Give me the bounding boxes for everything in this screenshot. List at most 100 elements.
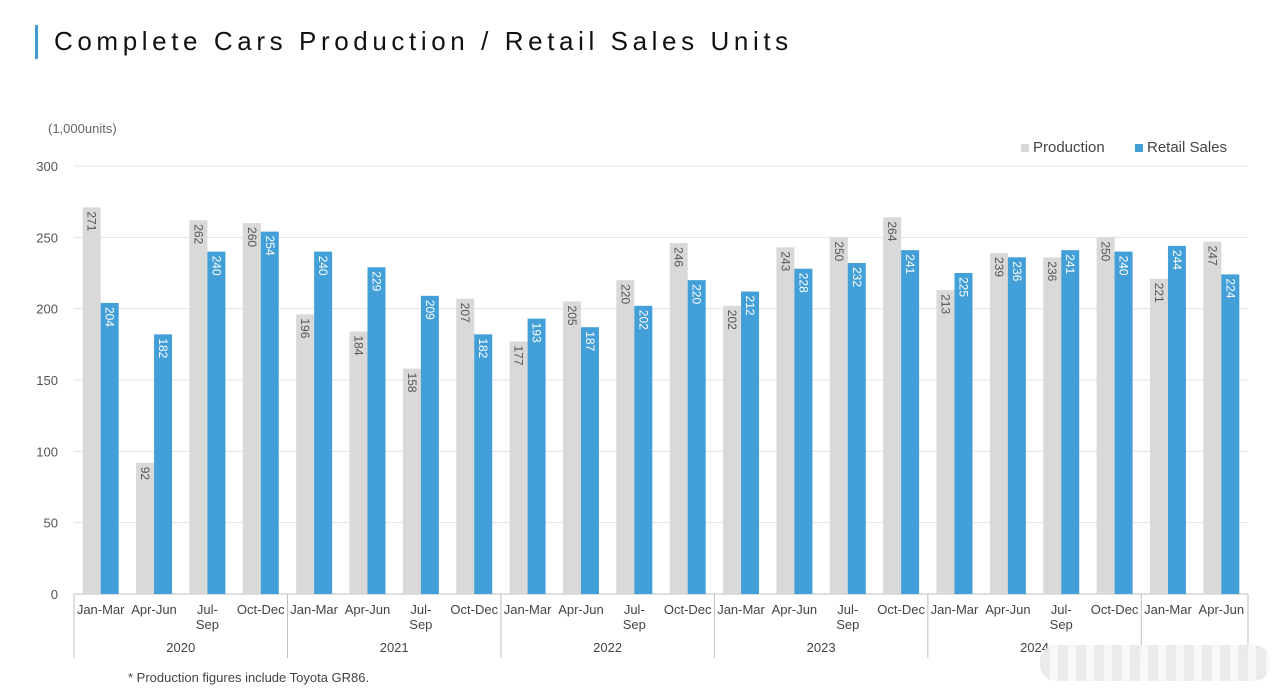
production-bar [242, 223, 261, 595]
production-value-label: 92 [138, 467, 152, 481]
production-value-label: 250 [1099, 241, 1113, 261]
x-tick-label: Oct-Dec [237, 602, 285, 617]
x-tick-label: Jul- [1051, 602, 1072, 617]
retail-sales-value-label: 241 [903, 254, 917, 274]
retail-sales-bar [100, 302, 119, 594]
retail-sales-value-label: 254 [263, 236, 277, 256]
y-tick-label: 150 [36, 373, 58, 388]
x-tick-label: Jan-Mar [77, 602, 125, 617]
x-tick-label: Jan-Mar [1144, 602, 1192, 617]
production-bar [562, 301, 581, 594]
production-value-label: 264 [885, 221, 899, 241]
retail-sales-value-label: 240 [1117, 256, 1131, 276]
production-bar [829, 237, 848, 595]
production-bar [82, 207, 101, 594]
retail-sales-bar [1061, 250, 1080, 594]
production-bar [616, 280, 635, 594]
retail-sales-bar [954, 273, 973, 594]
production-bar [509, 341, 528, 594]
retail-sales-value-label: 232 [850, 267, 864, 287]
legend-retail-sales: Retail Sales [1135, 139, 1227, 156]
retail-sales-value-label: 212 [743, 296, 757, 316]
unit-label: (1,000units) [48, 121, 117, 136]
legend-retail-sales-swatch [1135, 143, 1143, 152]
production-bar [669, 243, 688, 595]
production-value-label: 239 [992, 257, 1006, 277]
retail-sales-bar [634, 305, 653, 594]
retail-sales-bar [1221, 274, 1240, 594]
production-bar [349, 331, 368, 594]
retail-sales-value-label: 228 [796, 273, 810, 293]
production-bar [989, 253, 1008, 594]
x-tick-label: Jan-Mar [717, 602, 765, 617]
x-tick-label: Jan-Mar [504, 602, 552, 617]
production-bar [1043, 257, 1062, 594]
production-bar [189, 220, 208, 595]
production-bar [1149, 278, 1168, 594]
retail-sales-bar [207, 251, 226, 594]
production-value-label: 220 [618, 284, 632, 304]
retail-sales-bar [367, 267, 386, 594]
watermark-overlay [1040, 645, 1270, 681]
production-bar [296, 314, 315, 594]
retail-sales-value-label: 182 [156, 338, 170, 358]
x-tick-label: Apr-Jun [985, 602, 1031, 617]
production-bar [1096, 237, 1115, 595]
retail-sales-bar [314, 251, 333, 594]
production-bar [1203, 241, 1222, 594]
retail-sales-bar [741, 291, 760, 594]
retail-sales-value-label: 193 [530, 323, 544, 343]
title-accent-bar [35, 25, 38, 59]
production-value-label: 250 [832, 241, 846, 261]
production-value-label: 271 [85, 211, 99, 231]
production-value-label: 196 [298, 318, 312, 338]
retail-sales-value-label: 240 [316, 256, 330, 276]
production-bar [456, 298, 475, 594]
x-tick-label: Oct-Dec [1091, 602, 1139, 617]
retail-sales-bar [847, 263, 866, 594]
x-tick-label: Jul- [837, 602, 858, 617]
production-value-label: 205 [565, 306, 579, 326]
retail-sales-bar [687, 280, 706, 594]
retail-sales-bar [1114, 251, 1133, 594]
chart-title: Complete Cars Production / Retail Sales … [54, 26, 793, 56]
retail-sales-value-label: 182 [476, 338, 490, 358]
production-value-label: 236 [1045, 261, 1059, 281]
production-value-label: 184 [352, 335, 366, 355]
x-tick-label: Oct-Dec [450, 602, 498, 617]
x-tick-label: Sep [836, 617, 859, 632]
x-tick-label: Sep [1050, 617, 1073, 632]
year-label: 2022 [593, 640, 622, 655]
retail-sales-bar [580, 327, 599, 594]
legend-production: Production [1021, 139, 1105, 156]
x-tick-label: Oct-Dec [877, 602, 925, 617]
x-tick-label: Sep [409, 617, 432, 632]
production-bar [883, 217, 902, 595]
x-tick-label: Apr-Jun [558, 602, 604, 617]
production-value-label: 177 [512, 345, 526, 365]
x-tick-label: Sep [196, 617, 219, 632]
production-value-label: 243 [778, 251, 792, 271]
year-label: 2020 [166, 640, 195, 655]
x-tick-label: Apr-Jun [345, 602, 391, 617]
retail-sales-value-label: 244 [1170, 250, 1184, 270]
y-tick-label: 300 [36, 159, 58, 174]
production-value-label: 247 [1205, 246, 1219, 266]
footnote: * Production figures include Toyota GR86… [128, 670, 370, 685]
production-value-label: 207 [458, 303, 472, 323]
production-value-label: 158 [405, 373, 419, 393]
production-bar [136, 462, 155, 594]
retail-sales-value-label: 202 [636, 310, 650, 330]
retail-sales-value-label: 220 [690, 284, 704, 304]
retail-sales-value-label: 236 [1010, 261, 1024, 281]
x-tick-label: Jul- [410, 602, 431, 617]
year-label: 2021 [380, 640, 409, 655]
retail-sales-value-label: 240 [209, 256, 223, 276]
production-value-label: 246 [672, 247, 686, 267]
retail-sales-value-label: 204 [103, 307, 117, 327]
legend-production-swatch [1021, 143, 1029, 152]
y-tick-label: 250 [36, 230, 58, 245]
y-tick-label: 0 [51, 587, 58, 602]
x-tick-label: Apr-Jun [1199, 602, 1245, 617]
